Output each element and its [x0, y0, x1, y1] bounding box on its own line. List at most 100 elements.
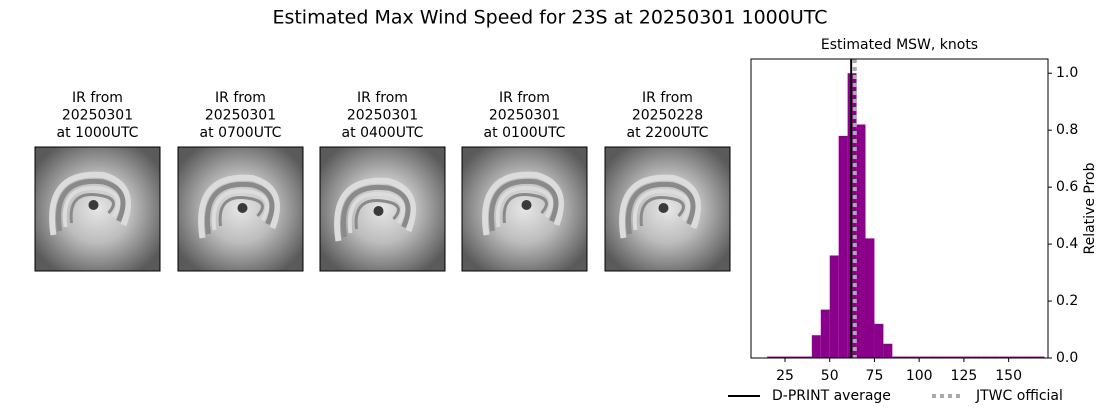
bar	[776, 356, 785, 358]
y-tick-label: 0.6	[1056, 179, 1078, 195]
panel-caption: IR from	[499, 90, 550, 106]
image-frame	[177, 146, 304, 272]
eye	[521, 200, 532, 210]
bar	[954, 356, 964, 358]
x-tick-label: 100	[906, 368, 933, 384]
cloud-band	[62, 186, 121, 228]
bar	[910, 356, 920, 358]
cloud-band	[495, 186, 554, 228]
cloud-band	[211, 189, 270, 231]
bar	[1035, 356, 1045, 358]
panel-caption: IR from	[642, 90, 693, 106]
chart-title: Estimated MSW, knots	[821, 37, 978, 53]
axes-frame	[750, 58, 1049, 359]
bar	[856, 124, 866, 358]
x-tick-label: 150	[995, 368, 1022, 384]
bar	[874, 323, 884, 358]
bar	[928, 356, 938, 358]
image-frame	[34, 146, 161, 272]
panel-caption: at 0100UTC	[484, 125, 566, 141]
ir-image	[319, 146, 446, 272]
cloud-band	[334, 177, 416, 242]
panel-caption: IR from	[72, 90, 123, 106]
panel-caption: 20250228	[632, 108, 703, 124]
bar	[865, 238, 875, 358]
bar	[883, 343, 893, 358]
bar	[829, 255, 839, 358]
legend-label: JTWC official	[975, 388, 1063, 404]
ir-image	[177, 146, 304, 272]
panel-caption: 20250301	[489, 108, 560, 124]
cloud-band	[482, 171, 564, 236]
bar	[1026, 356, 1036, 358]
bar	[767, 356, 777, 358]
panel-caption: IR from	[357, 90, 408, 106]
panel-caption: at 0700UTC	[200, 125, 282, 141]
x-tick-label: 125	[951, 368, 978, 384]
cloud-band	[619, 174, 701, 239]
bar	[811, 335, 821, 358]
y-tick-label: 0.4	[1056, 236, 1078, 252]
bar	[802, 356, 812, 358]
eye	[237, 203, 248, 213]
x-tick-label: 50	[821, 368, 839, 384]
bar	[999, 356, 1009, 358]
cloud-band	[632, 189, 691, 231]
bar	[972, 356, 982, 358]
cloud-band	[354, 199, 400, 230]
cloud-band	[502, 193, 548, 224]
bar	[919, 356, 929, 358]
panel-caption: 20250301	[205, 108, 276, 124]
image-frame	[461, 146, 588, 272]
cloud-band	[639, 196, 685, 227]
bar	[937, 356, 947, 358]
bar	[1008, 356, 1018, 358]
image-frame	[319, 146, 446, 272]
bar	[820, 309, 830, 358]
cloud-band	[205, 181, 275, 235]
eye	[373, 206, 384, 216]
eye	[88, 200, 99, 210]
panel-caption: 20250301	[62, 108, 133, 124]
x-tick-label: 25	[776, 368, 794, 384]
y-tick-label: 1.0	[1056, 65, 1078, 81]
cloud-band	[347, 192, 406, 234]
cloud-band	[489, 178, 559, 232]
cloud-band	[69, 193, 115, 224]
bar	[838, 135, 848, 358]
y-axis-label: Relative Prob	[1082, 162, 1098, 254]
bar	[892, 356, 902, 358]
image-frame	[604, 146, 731, 272]
cloud-band	[49, 171, 131, 236]
y-tick-label: 0.2	[1056, 293, 1078, 309]
ir-image	[604, 146, 731, 272]
bar	[990, 356, 1000, 358]
bar	[946, 356, 955, 358]
panel-caption: 20250301	[347, 108, 418, 124]
y-tick-label: 0.8	[1056, 122, 1078, 138]
panel-caption: IR from	[215, 90, 266, 106]
ir-image	[34, 146, 161, 272]
cloud-band	[626, 181, 696, 235]
bar	[963, 356, 973, 358]
y-tick-label: 0.0	[1056, 350, 1078, 366]
ir-image	[461, 146, 588, 272]
cloud-band	[218, 196, 264, 227]
cloud-band	[56, 178, 126, 232]
cloud-band	[341, 184, 411, 238]
legend-label: D-PRINT average	[772, 388, 891, 404]
cloud-band	[198, 174, 280, 239]
panel-caption: at 2200UTC	[627, 125, 709, 141]
figure-title: Estimated Max Wind Speed for 23S at 2025…	[272, 7, 827, 29]
bar	[793, 356, 803, 358]
x-tick-label: 75	[866, 368, 884, 384]
bar	[901, 356, 911, 358]
bar	[784, 356, 794, 358]
bar	[981, 356, 991, 358]
image-bg	[35, 147, 160, 271]
bar	[1017, 356, 1027, 358]
eye	[658, 203, 669, 213]
panel-caption: at 0400UTC	[342, 125, 424, 141]
panel-caption: at 1000UTC	[57, 125, 139, 141]
